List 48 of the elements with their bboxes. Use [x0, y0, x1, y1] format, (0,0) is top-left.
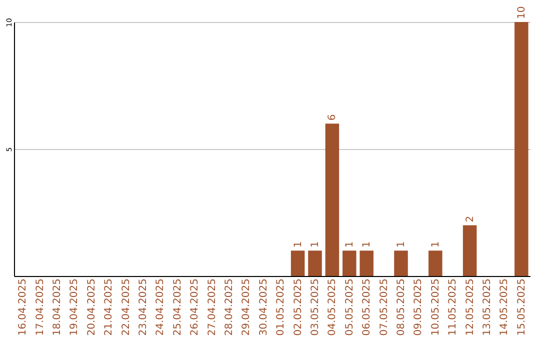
data-label: 6	[327, 114, 338, 121]
x-tick-label: 05.05.2025	[344, 278, 356, 336]
x-tick-label: 19.04.2025	[69, 278, 80, 336]
x-tick-label: 11.05.2025	[448, 278, 459, 336]
x-tick-label: 01.05.2025	[276, 278, 287, 336]
x-tick-label: 14.05.2025	[499, 278, 510, 336]
data-label: 1	[344, 241, 356, 248]
x-tick-label: 04.05.2025	[327, 278, 338, 336]
x-tick-label: 16.04.2025	[18, 278, 29, 336]
bar	[462, 225, 477, 276]
x-tick-label: 28.04.2025	[224, 278, 235, 336]
data-label: 1	[430, 241, 442, 248]
x-tick-label: 21.04.2025	[104, 278, 115, 336]
bar	[325, 124, 340, 276]
data-label: 1	[362, 241, 373, 248]
x-tick-label: 27.04.2025	[206, 278, 218, 336]
data-label: 1	[310, 241, 321, 248]
bar	[342, 250, 356, 276]
data-label: 1	[292, 241, 304, 248]
x-tick-label: 26.04.2025	[190, 278, 201, 336]
x-tick-label: 07.05.2025	[378, 278, 390, 336]
data-label: 10	[516, 6, 528, 19]
bar	[308, 250, 322, 276]
x-tick-label: 02.05.2025	[292, 278, 304, 336]
x-tick-label: 22.04.2025	[120, 278, 132, 336]
x-tick-label: 23.04.2025	[138, 278, 149, 336]
data-label: 2	[464, 216, 476, 222]
x-tick-label: 17.04.2025	[34, 278, 46, 336]
x-tick-label: 06.05.2025	[362, 278, 373, 336]
bar	[360, 250, 374, 276]
x-tick-label: 08.05.2025	[396, 278, 407, 336]
x-tick-label: 29.04.2025	[241, 278, 252, 336]
x-tick-label: 12.05.2025	[464, 278, 476, 336]
x-tick-label: 20.04.2025	[86, 278, 98, 336]
data-label: 1	[396, 241, 407, 248]
bar	[290, 250, 305, 276]
x-tick-label: 10.05.2025	[430, 278, 442, 336]
bar	[514, 22, 528, 276]
x-tick-label: 13.05.2025	[482, 278, 493, 336]
x-tick-label: 09.05.2025	[413, 278, 424, 336]
x-tick-label: 24.04.2025	[155, 278, 166, 336]
x-tick-label: 03.05.2025	[310, 278, 321, 336]
x-tick-label: 25.04.2025	[172, 278, 184, 336]
x-tick-label: 15.05.2025	[516, 278, 528, 336]
bar	[394, 250, 408, 276]
x-tick-label: 30.04.2025	[258, 278, 270, 336]
x-tick-label: 18.04.2025	[52, 278, 63, 336]
bar	[428, 250, 442, 276]
